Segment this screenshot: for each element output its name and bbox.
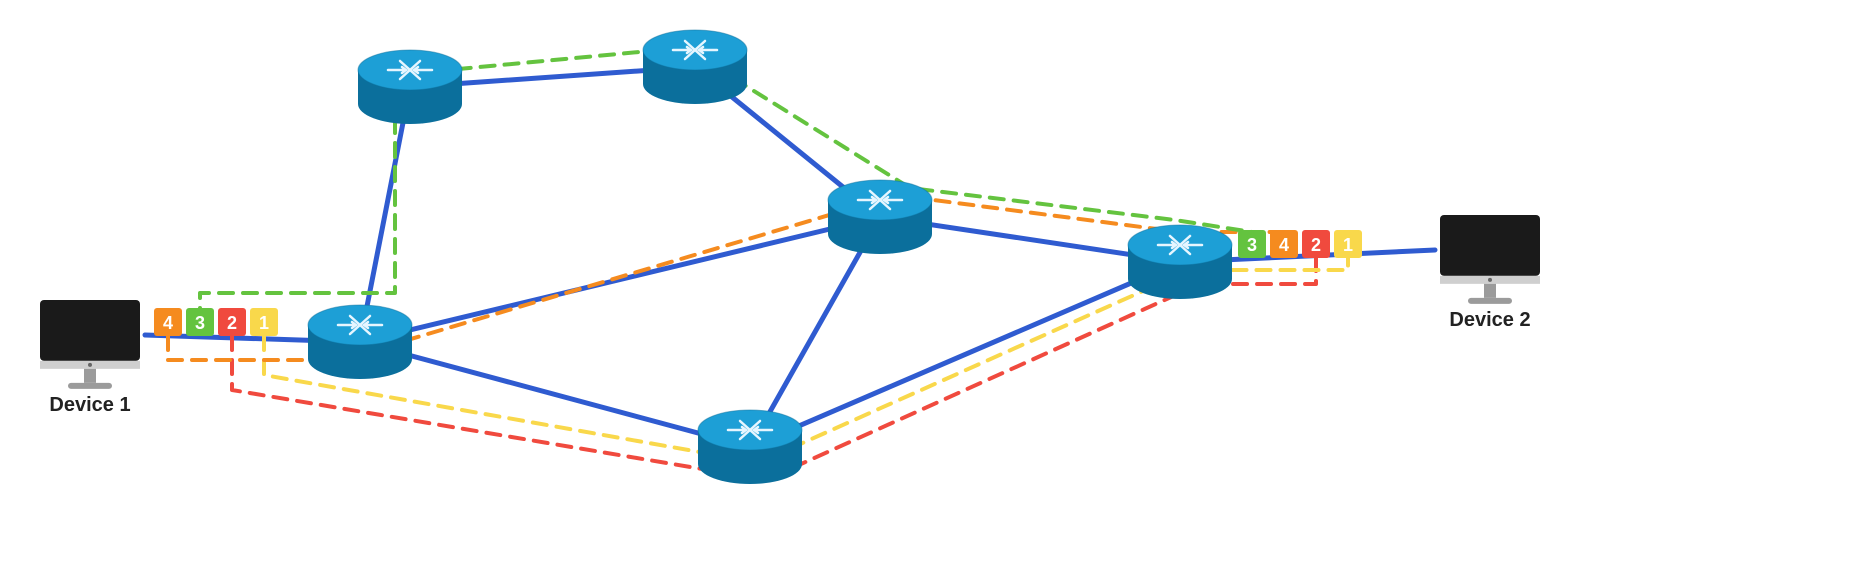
packet-label: 4 bbox=[163, 313, 173, 333]
router-r_right bbox=[1128, 225, 1232, 299]
monitor-led-icon bbox=[88, 363, 92, 367]
packet-label: 1 bbox=[1343, 235, 1353, 255]
device-label: Device 1 bbox=[49, 394, 130, 416]
packet-4-right: 4 bbox=[1270, 230, 1298, 258]
monitor-led-icon bbox=[1488, 278, 1492, 282]
packet-label: 3 bbox=[195, 313, 205, 333]
router-r_tl bbox=[358, 50, 462, 124]
device-label: Device 2 bbox=[1449, 309, 1530, 331]
packet-4-left: 4 bbox=[154, 308, 182, 336]
packet-3-left: 3 bbox=[186, 308, 214, 336]
monitor-screen bbox=[40, 300, 140, 361]
packet-label: 2 bbox=[1311, 235, 1321, 255]
packet-label: 3 bbox=[1247, 235, 1257, 255]
packet-2-right: 2 bbox=[1302, 230, 1330, 258]
router-r_left bbox=[308, 305, 412, 379]
monitor-base bbox=[68, 383, 112, 389]
packet-3-right: 3 bbox=[1238, 230, 1266, 258]
monitor-base bbox=[1468, 298, 1512, 304]
network-link bbox=[750, 262, 1180, 447]
monitor-neck bbox=[1484, 284, 1496, 298]
router-r_bottom bbox=[698, 410, 802, 484]
routers-layer bbox=[308, 30, 1232, 484]
router-r_tr bbox=[643, 30, 747, 104]
monitor-neck bbox=[84, 369, 96, 383]
packet-2-left: 2 bbox=[218, 308, 246, 336]
device-left: Device 1 bbox=[40, 300, 140, 416]
packet-label: 2 bbox=[227, 313, 237, 333]
network-link bbox=[360, 87, 410, 342]
packet-1-left: 1 bbox=[250, 308, 278, 336]
packet-label: 4 bbox=[1279, 235, 1289, 255]
packet-1-right: 1 bbox=[1334, 230, 1362, 258]
network-link bbox=[360, 217, 880, 342]
monitor-screen bbox=[1440, 215, 1540, 276]
network-link bbox=[360, 342, 750, 447]
router-r_mid bbox=[828, 180, 932, 254]
packet-label: 1 bbox=[259, 313, 269, 333]
device-right: Device 2 bbox=[1440, 215, 1540, 331]
